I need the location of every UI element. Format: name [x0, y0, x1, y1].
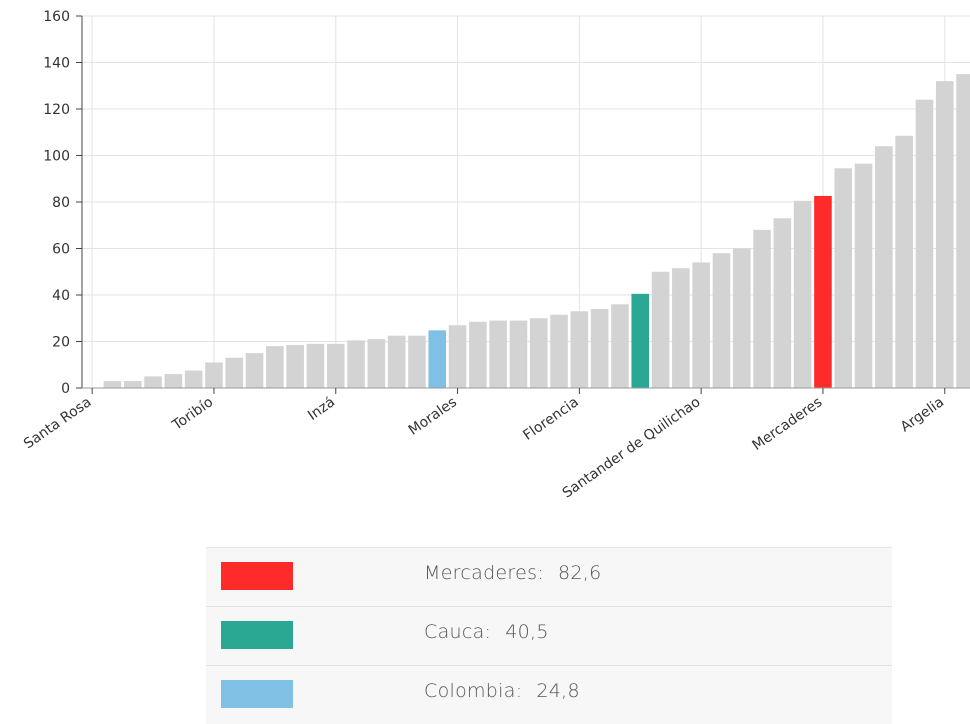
bars — [103, 74, 970, 389]
bar[interactable] — [529, 318, 548, 388]
y-tick-label: 100 — [43, 149, 70, 165]
bar[interactable] — [814, 195, 832, 388]
bar[interactable] — [915, 99, 934, 388]
legend-sep: : — [484, 621, 492, 643]
legend-swatch-colombia — [221, 680, 293, 708]
bar[interactable] — [306, 343, 325, 388]
bar[interactable] — [753, 229, 771, 388]
legend-item-mercaderes: Mercaderes: 82,6 — [206, 547, 892, 606]
bar[interactable] — [144, 376, 162, 388]
bar[interactable] — [367, 339, 386, 388]
x-axis: Santa Rosa Toribío Inzá Morales FlorenciaSan… — [21, 387, 970, 501]
bar[interactable] — [225, 357, 244, 388]
bar[interactable] — [387, 335, 406, 388]
legend-item-colombia: Colombia: 24,8 — [206, 665, 892, 724]
bar[interactable] — [184, 370, 203, 388]
bar[interactable] — [509, 320, 528, 388]
bar[interactable] — [732, 248, 751, 389]
bar[interactable] — [326, 343, 345, 388]
bar[interactable] — [611, 304, 629, 388]
legend-value: 40,5 — [505, 621, 549, 643]
bar[interactable] — [164, 374, 183, 388]
legend-label-mercaderes: Mercaderes: 82,6 — [424, 562, 602, 584]
bar[interactable] — [590, 308, 609, 388]
legend-label-cauca: Cauca: 40,5 — [424, 621, 549, 643]
bar[interactable] — [408, 335, 426, 388]
x-tick-label: Florencia — [520, 394, 581, 444]
bar[interactable] — [651, 271, 670, 388]
bar[interactable] — [875, 146, 893, 388]
bar[interactable] — [103, 381, 122, 388]
bar[interactable] — [692, 262, 710, 388]
bar[interactable] — [245, 353, 264, 388]
bar[interactable] — [550, 314, 568, 388]
y-tick-label: 160 — [43, 9, 70, 25]
bar[interactable] — [854, 163, 873, 388]
bar[interactable] — [448, 325, 467, 388]
bar[interactable] — [347, 340, 365, 388]
bar[interactable] — [834, 168, 853, 388]
y-tick-label: 20 — [52, 335, 70, 351]
legend-value: 24,8 — [536, 680, 580, 702]
x-tick-label: Inzá — [305, 394, 338, 424]
bar[interactable] — [793, 200, 812, 388]
y-tick-label: 0 — [61, 381, 70, 397]
y-tick-label: 40 — [52, 288, 70, 304]
bar[interactable] — [469, 321, 487, 388]
bar[interactable] — [935, 81, 954, 388]
bar[interactable] — [895, 135, 913, 388]
legend-value: 82,6 — [558, 562, 602, 584]
x-tick-label: Mercaderes — [749, 394, 825, 454]
legend-sep: : — [537, 562, 545, 584]
x-tick-label: Santa Rosa — [21, 394, 94, 452]
bar[interactable] — [123, 381, 142, 388]
bar[interactable] — [570, 311, 589, 388]
bar[interactable] — [956, 74, 970, 388]
legend-sep: : — [515, 680, 523, 702]
bar[interactable] — [631, 293, 650, 388]
legend-name: Colombia — [424, 680, 516, 702]
y-tick-label: 60 — [52, 242, 70, 258]
bar[interactable] — [489, 320, 507, 388]
bar[interactable] — [712, 253, 731, 388]
legend-swatch-mercaderes — [221, 562, 293, 590]
legend-name: Cauca — [424, 621, 485, 643]
bar[interactable] — [205, 362, 223, 388]
x-tick-label: Morales — [406, 394, 460, 439]
y-tick-label: 120 — [43, 102, 70, 118]
bar[interactable] — [672, 268, 690, 388]
x-tick-label: Toribío — [169, 394, 216, 434]
x-tick-label: Argelia — [898, 394, 947, 435]
bar[interactable] — [428, 330, 447, 388]
bar[interactable] — [266, 346, 284, 388]
y-tick-label: 140 — [43, 56, 70, 72]
bar[interactable] — [286, 344, 304, 388]
x-tick-label: Santander de Quilichao — [560, 394, 704, 501]
legend-swatch-cauca — [221, 621, 293, 649]
legend-name: Mercaderes — [424, 562, 538, 584]
y-tick-label: 80 — [52, 195, 70, 211]
legend-item-cauca: Cauca: 40,5 — [206, 606, 892, 665]
bar-chart: 0 20 40 60 80 100 120 140 160 Santa Rosa Toribío I… — [21, 9, 970, 501]
bar[interactable] — [773, 218, 792, 388]
legend: Mercaderes: 82,6 Cauca: 40,5 Colombia: 24,8 — [206, 547, 892, 724]
y-axis: 0 20 40 60 80 100 120 140 160 — [43, 9, 83, 397]
legend-label-colombia: Colombia: 24,8 — [424, 680, 580, 702]
